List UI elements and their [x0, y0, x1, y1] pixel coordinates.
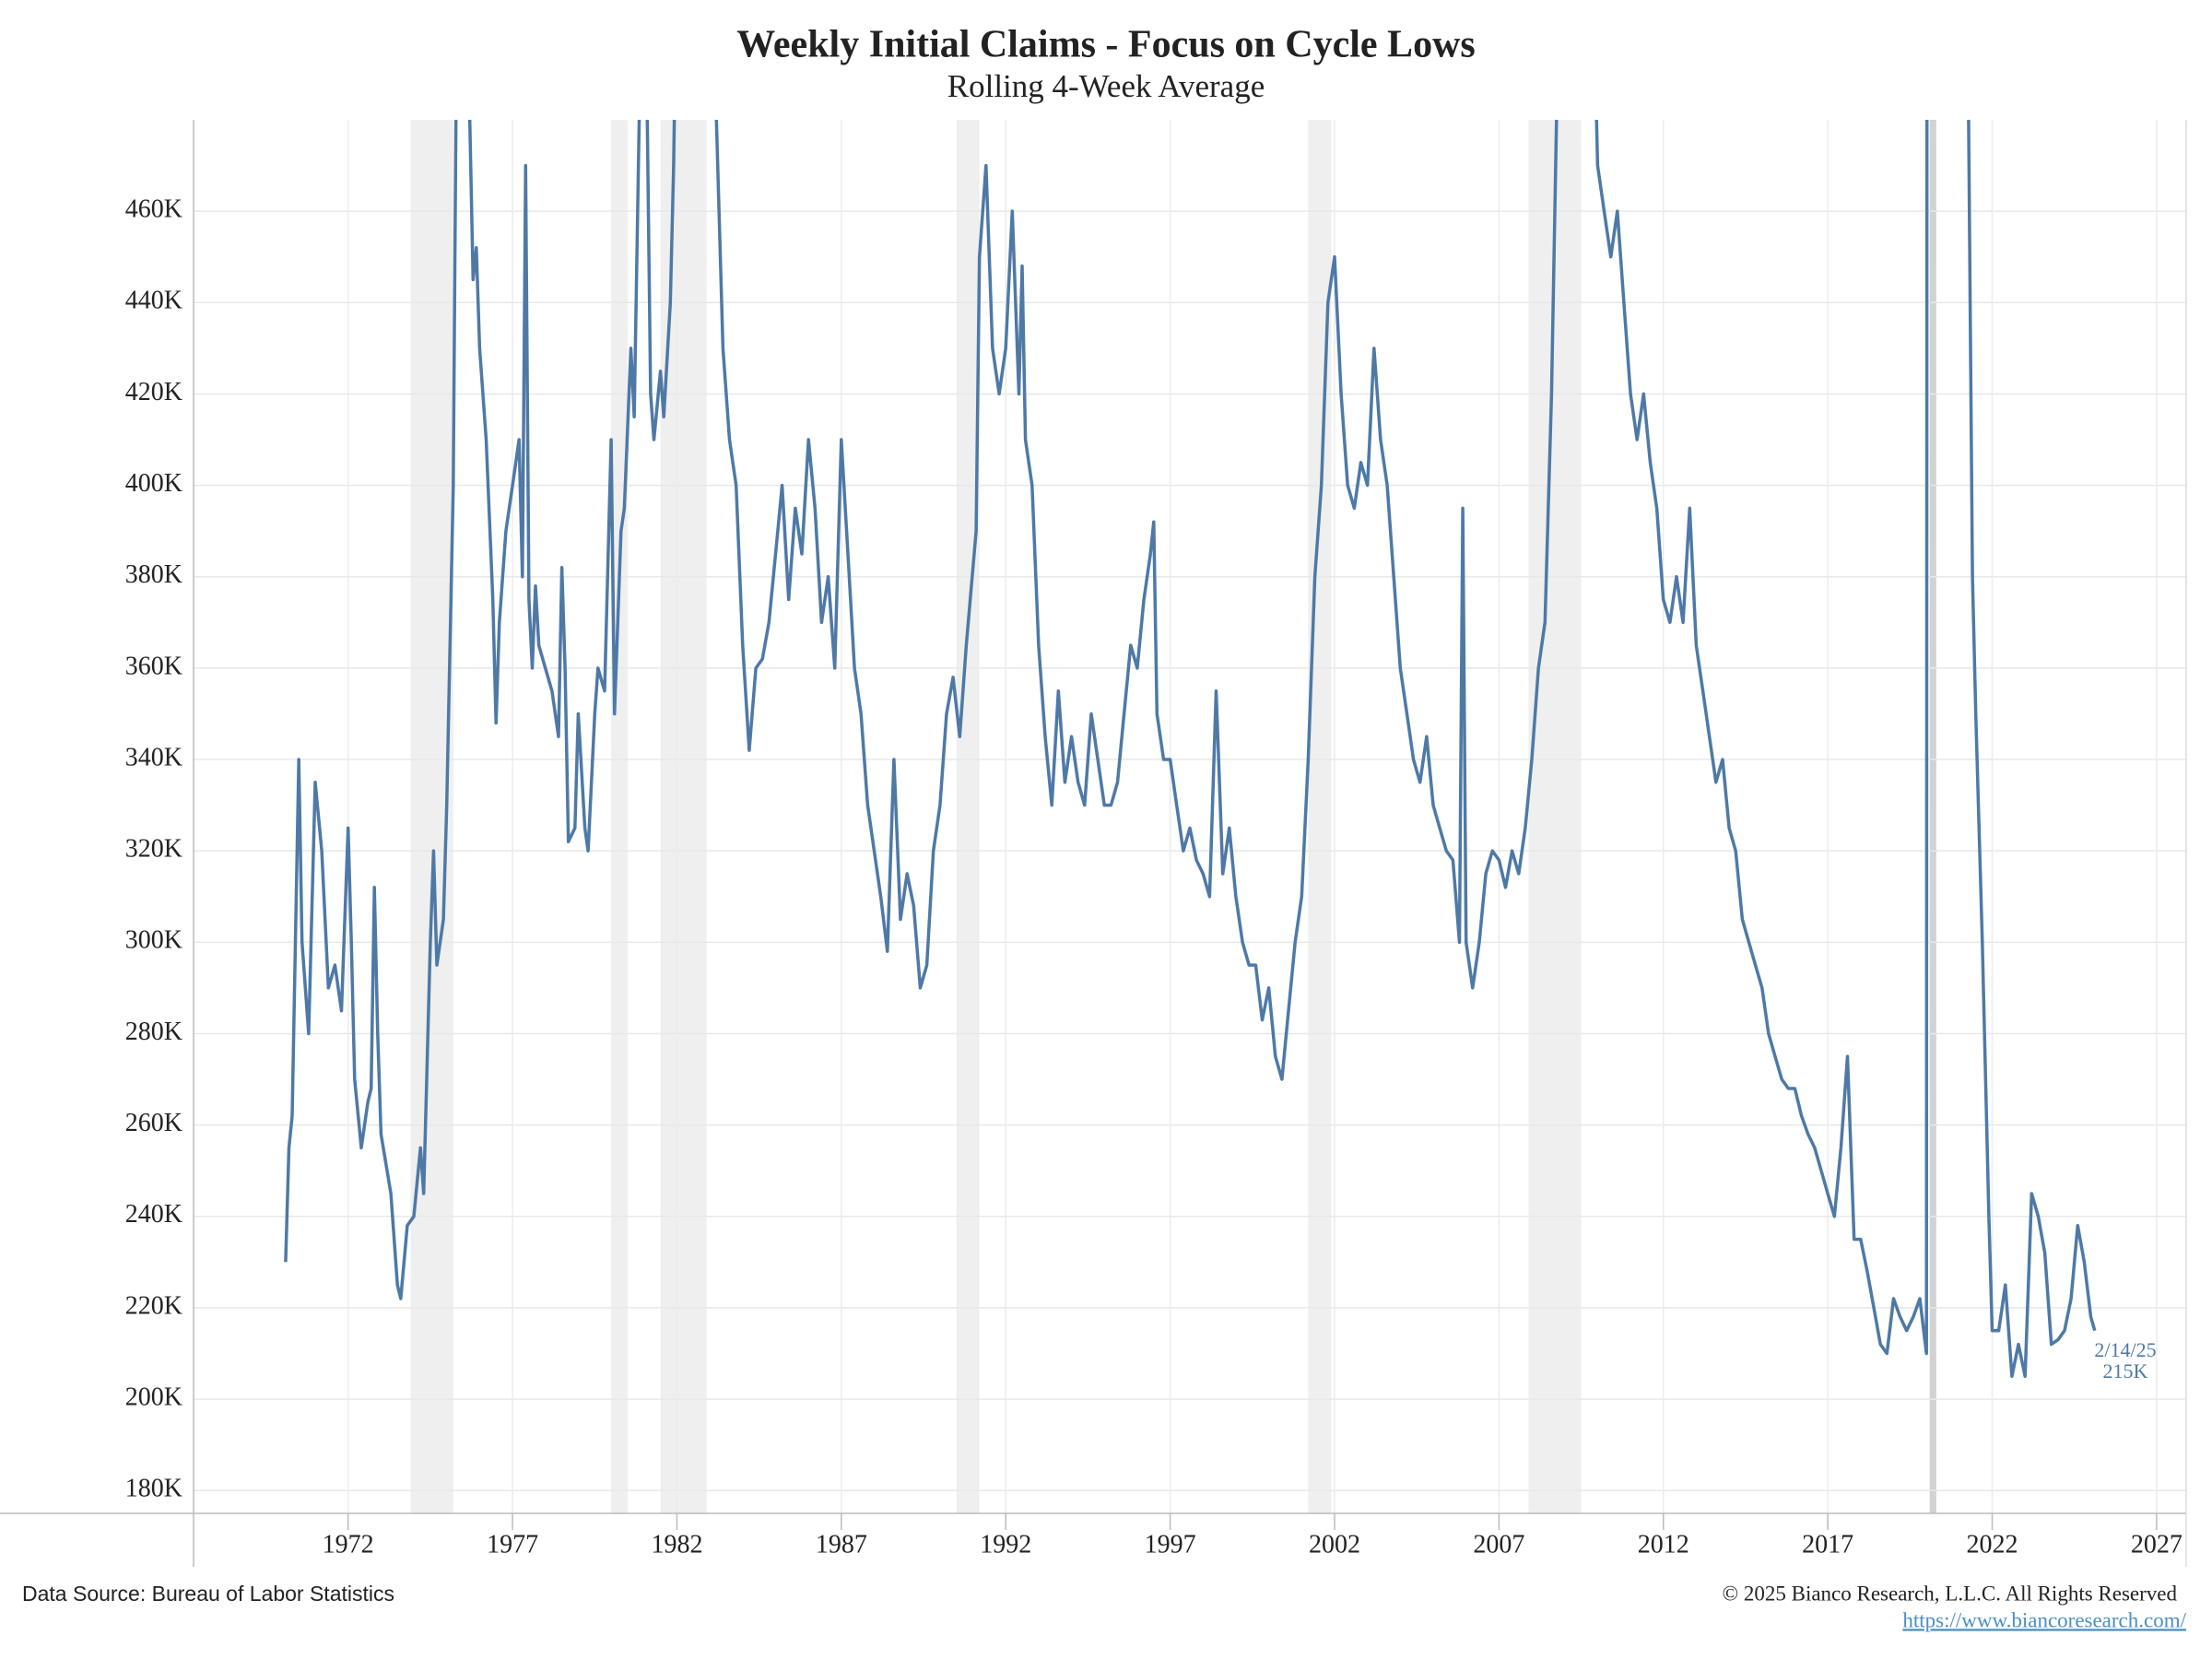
y-tick-label: 180K [125, 1475, 182, 1503]
y-tick-label: 360K [125, 652, 182, 680]
x-tick-label: 2007 [1473, 1530, 1524, 1559]
chart-title: Weekly Initial Claims - Focus on Cycle L… [736, 24, 1476, 66]
y-tick-label: 200K [125, 1382, 182, 1411]
annotation: 2/14/25 [2094, 1338, 2156, 1361]
x-tick-label: 1977 [487, 1530, 538, 1559]
x-tick-label: 2012 [1638, 1530, 1689, 1559]
y-tick-label: 420K [125, 378, 182, 406]
x-tick-label: 2022 [1967, 1530, 2018, 1559]
x-tick-label: 1987 [816, 1530, 867, 1559]
footer-url[interactable]: https://www.biancoresearch.com/ [1902, 1608, 2186, 1631]
footer-copyright: © 2025 Bianco Research, L.L.C. All Right… [1723, 1582, 2178, 1605]
recession-band [1929, 120, 1936, 1513]
y-tick-label: 300K [125, 926, 182, 955]
footer-source: Data Source: Bureau of Labor Statistics [22, 1582, 394, 1606]
x-tick-label: 1972 [323, 1530, 374, 1559]
annotation: 215K [2103, 1359, 2148, 1382]
y-tick-label: 460K [125, 195, 182, 224]
y-tick-label: 400K [125, 469, 182, 498]
series-line [284, 120, 2097, 1379]
recession-band [611, 120, 628, 1513]
x-tick-label: 2002 [1309, 1530, 1360, 1559]
y-tick-label: 380K [125, 560, 182, 589]
y-tick-label: 260K [125, 1109, 182, 1137]
recession-band [1528, 120, 1582, 1513]
recession-band [956, 120, 980, 1513]
y-tick-label: 240K [125, 1200, 182, 1229]
y-tick-label: 340K [125, 743, 182, 771]
x-tick-label: 1992 [980, 1530, 1031, 1559]
y-tick-label: 220K [125, 1291, 182, 1320]
x-tick-label: 2027 [2131, 1530, 2183, 1559]
x-tick-label: 1997 [1145, 1530, 1196, 1559]
chart-subtitle: Rolling 4-Week Average [947, 68, 1265, 104]
x-tick-label: 2017 [1802, 1530, 1853, 1559]
y-tick-label: 320K [125, 835, 182, 864]
y-tick-label: 280K [125, 1018, 182, 1046]
x-tick-label: 1982 [651, 1530, 702, 1559]
y-tick-label: 440K [125, 287, 182, 315]
